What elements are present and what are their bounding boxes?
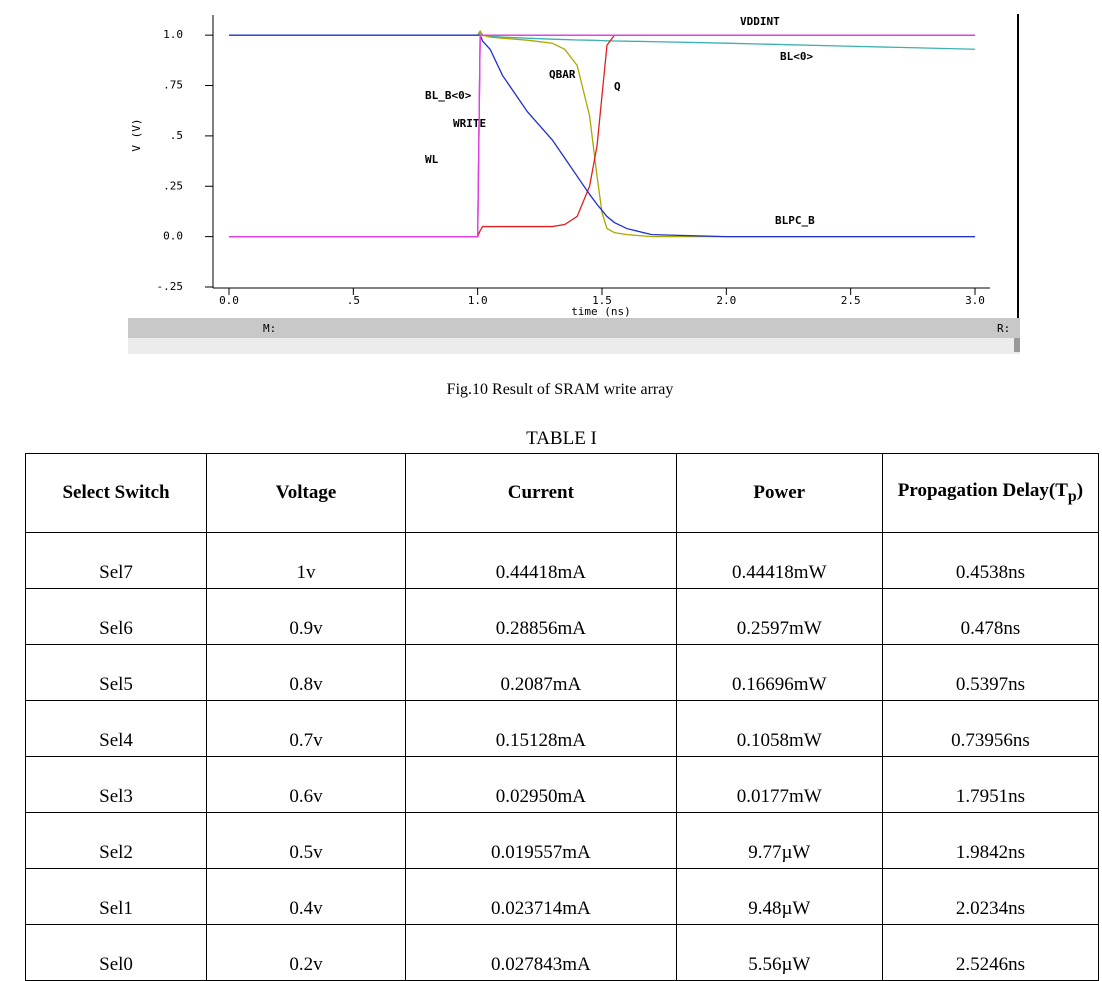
table-row: Sel1 0.4v 0.023714mA 9.48µW 2.0234ns bbox=[24, 868, 1100, 925]
series-line bbox=[229, 34, 975, 238]
column-header: Select Switch bbox=[24, 453, 208, 533]
x-tick-label: 2.0 bbox=[716, 294, 736, 307]
table-row: Sel5 0.8v 0.2087mA 0.16696mW 0.5397ns bbox=[24, 644, 1100, 701]
table-cell: 0.5397ns bbox=[881, 644, 1100, 701]
table-cell: 0.0177mW bbox=[675, 756, 883, 813]
table-cell: 0.02950mA bbox=[405, 756, 677, 813]
series-label: Q bbox=[614, 80, 621, 93]
table-cell: 0.73956ns bbox=[881, 700, 1100, 757]
table-cell: 0.44418mW bbox=[675, 532, 883, 589]
table-cell: 0.15128mA bbox=[405, 700, 677, 757]
table-cell: 0.027843mA bbox=[405, 924, 677, 981]
series-label: BL_B<0> bbox=[425, 89, 472, 102]
table-cell: 0.2087mA bbox=[405, 644, 677, 701]
table-cell: Sel5 bbox=[24, 644, 208, 701]
scroll-bar[interactable] bbox=[128, 338, 1020, 354]
series-label: WL bbox=[425, 153, 439, 166]
table-cell: Sel3 bbox=[24, 756, 208, 813]
series-label: QBAR bbox=[549, 68, 576, 81]
x-tick-label: 1.5 bbox=[592, 294, 612, 307]
table-cell: Sel2 bbox=[24, 812, 208, 869]
table-cell: 9.77µW bbox=[675, 812, 883, 869]
series-label: BL<0> bbox=[780, 50, 813, 63]
table-cell: 0.2v bbox=[206, 924, 406, 981]
y-tick-label: 0.0 bbox=[163, 230, 183, 243]
table-cell: 0.9v bbox=[206, 588, 406, 645]
series-line bbox=[229, 34, 975, 238]
table-cell: Sel6 bbox=[24, 588, 208, 645]
x-tick-label: 1.0 bbox=[468, 294, 488, 307]
series-line bbox=[229, 34, 975, 238]
table-cell: 1.7951ns bbox=[881, 756, 1100, 813]
figure-caption: Fig.10 Result of SRAM write array bbox=[446, 381, 674, 398]
table-row: Sel6 0.9v 0.28856mA 0.2597mW 0.478ns bbox=[24, 588, 1100, 645]
series-label: BLPC_B bbox=[775, 214, 815, 227]
header-text: ) bbox=[1076, 480, 1084, 502]
table-cell: 0.4v bbox=[206, 868, 406, 925]
column-header: Power bbox=[675, 453, 883, 533]
table-cell: 0.2597mW bbox=[675, 588, 883, 645]
table-row: Sel0 0.2v 0.027843mA 5.56µW 2.5246ns bbox=[24, 924, 1100, 981]
table-title: TABLE I bbox=[526, 428, 597, 449]
x-tick-label: 2.5 bbox=[841, 294, 861, 307]
y-axis-label: V (V) bbox=[130, 118, 143, 151]
table-cell: 0.4538ns bbox=[881, 532, 1100, 589]
y-tick-label: -.25 bbox=[157, 280, 184, 293]
table-row: Sel7 1v 0.44418mA 0.44418mW 0.4538ns bbox=[24, 532, 1100, 589]
y-tick-label: 1.0 bbox=[163, 28, 183, 41]
header-row: Select Switch Voltage Current Power Propagat… bbox=[24, 453, 1100, 533]
data-table: Select Switch Voltage Current Power Propagat… bbox=[24, 453, 1100, 981]
viewer-bar bbox=[128, 318, 1020, 338]
table-row: Sel2 0.5v 0.019557mA 9.77µW 1.9842ns bbox=[24, 812, 1100, 869]
y-tick-label: .25 bbox=[163, 179, 183, 192]
table-cell: 9.48µW bbox=[675, 868, 883, 925]
viewer-marker: M: bbox=[263, 322, 276, 335]
table-cell: 2.5246ns bbox=[881, 924, 1100, 981]
table-cell: 0.019557mA bbox=[405, 812, 677, 869]
table-cell: 2.0234ns bbox=[881, 868, 1100, 925]
table-cell: 0.1058mW bbox=[675, 700, 883, 757]
table-row: Sel3 0.6v 0.02950mA 0.0177mW 1.7951ns bbox=[24, 756, 1100, 813]
column-header: Voltage bbox=[206, 453, 406, 533]
table-cell: Sel0 bbox=[24, 924, 208, 981]
table-cell: 0.6v bbox=[206, 756, 406, 813]
header-text: Propagation Delay(T bbox=[897, 480, 1068, 502]
table-cell: 0.7v bbox=[206, 700, 406, 757]
table-cell: Sel7 bbox=[24, 532, 208, 589]
x-tick-label: 3.0 bbox=[965, 294, 985, 307]
series-line bbox=[229, 29, 975, 238]
table-cell: 0.5v bbox=[206, 812, 406, 869]
viewer-marker: R: bbox=[997, 322, 1010, 335]
x-tick-label: 0.0 bbox=[219, 294, 239, 307]
y-tick-label: .75 bbox=[163, 79, 183, 92]
column-header: Propagation Delay(Tp) bbox=[881, 453, 1100, 533]
series-line bbox=[229, 34, 975, 238]
scroll-thumb[interactable] bbox=[1014, 338, 1020, 352]
chart: M: R: V (V) time (ns) -.25 0.0 .25 .5 .75 1.0… bbox=[128, 14, 1020, 354]
table-row: Sel4 0.7v 0.15128mA 0.1058mW 0.73956ns bbox=[24, 700, 1100, 757]
table-cell: Sel1 bbox=[24, 868, 208, 925]
table-cell: 0.8v bbox=[206, 644, 406, 701]
table-cell: 1.9842ns bbox=[881, 812, 1100, 869]
series-line bbox=[229, 34, 975, 238]
table-cell: Sel4 bbox=[24, 700, 208, 757]
table-cell: 0.28856mA bbox=[405, 588, 677, 645]
header-subscript: p bbox=[1067, 487, 1077, 505]
table-cell: 0.478ns bbox=[881, 588, 1100, 645]
table-cell: 1v bbox=[206, 532, 406, 589]
table-cell: 0.44418mA bbox=[405, 532, 677, 589]
table-cell: 0.16696mW bbox=[675, 644, 883, 701]
table-cell: 5.56µW bbox=[675, 924, 883, 981]
x-tick-label: .5 bbox=[347, 294, 360, 307]
y-tick-label: .5 bbox=[170, 129, 183, 142]
table-cell: 0.023714mA bbox=[405, 868, 677, 925]
series-label: WRITE bbox=[453, 117, 486, 130]
x-axis-label: time (ns) bbox=[571, 305, 631, 318]
column-header: Current bbox=[405, 453, 677, 533]
series-label: VDDINT bbox=[740, 15, 780, 28]
